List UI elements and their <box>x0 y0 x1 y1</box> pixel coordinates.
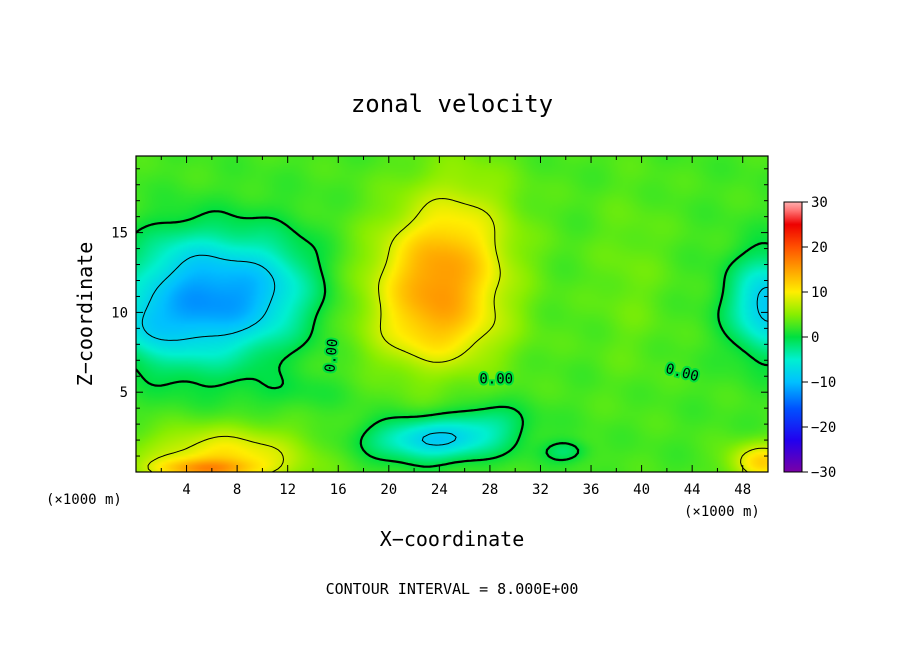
colorbar-tick-label: −10 <box>811 375 836 391</box>
x-tick-label: 32 <box>532 482 549 498</box>
x-tick-label: 28 <box>481 482 498 498</box>
contour-lines <box>136 198 768 472</box>
x-tick-label: 24 <box>431 482 448 498</box>
x-left-unit-label: (×1000 m) <box>46 492 122 508</box>
x-tick-label: 12 <box>279 482 296 498</box>
contour-label-0: 0.00 <box>322 338 341 373</box>
y-axis-ticks: 5 10 15 <box>111 168 768 457</box>
colorbar-tick-label: −30 <box>811 465 836 481</box>
x-axis-ticks: 4 8 12 16 20 24 28 32 36 40 44 48 <box>160 156 751 498</box>
x-tick-label: 36 <box>583 482 600 498</box>
contour-interval-note: CONTOUR INTERVAL = 8.000E+00 <box>326 580 579 598</box>
contour-level-pos8 <box>147 198 768 472</box>
plot-area: 0.000.00 0.00 <box>135 155 769 473</box>
y-tick-label: 5 <box>120 385 128 401</box>
colorbar-tick-label: 30 <box>811 195 828 211</box>
contour-level-pos0 <box>136 210 768 468</box>
x-tick-label: 20 <box>380 482 397 498</box>
colorbar-ticks: 30 20 10 0 −10 −20 −30 <box>802 195 836 481</box>
x-axis-label: X−coordinate <box>380 527 525 551</box>
colorbar: 30 20 10 0 −10 −20 −30 <box>783 195 836 481</box>
y-tick-label: 10 <box>111 305 128 321</box>
x-right-unit-label: (×1000 m) <box>684 504 760 520</box>
colorbar-tick-label: −20 <box>811 420 836 436</box>
y-tick-label: 15 <box>111 226 128 242</box>
contour-level-neg8 <box>141 254 768 446</box>
x-tick-label: 44 <box>684 482 701 498</box>
colorbar-ramp <box>783 201 803 473</box>
velocity-heatmap <box>136 156 768 472</box>
x-tick-label: 16 <box>330 482 347 498</box>
plot-frame <box>135 155 769 473</box>
x-tick-label: 4 <box>182 482 190 498</box>
colorbar-tick-label: 20 <box>811 240 828 256</box>
x-tick-label: 8 <box>233 482 241 498</box>
colorbar-tick-label: 0 <box>811 330 819 346</box>
x-tick-label: 40 <box>633 482 650 498</box>
chart-title: zonal velocity <box>351 90 553 118</box>
contour-label-1: 0.00 <box>479 371 513 387</box>
colorbar-tick-label: 10 <box>811 285 828 301</box>
x-tick-label: 48 <box>734 482 751 498</box>
y-axis-label: Z−coordinate <box>73 242 97 387</box>
